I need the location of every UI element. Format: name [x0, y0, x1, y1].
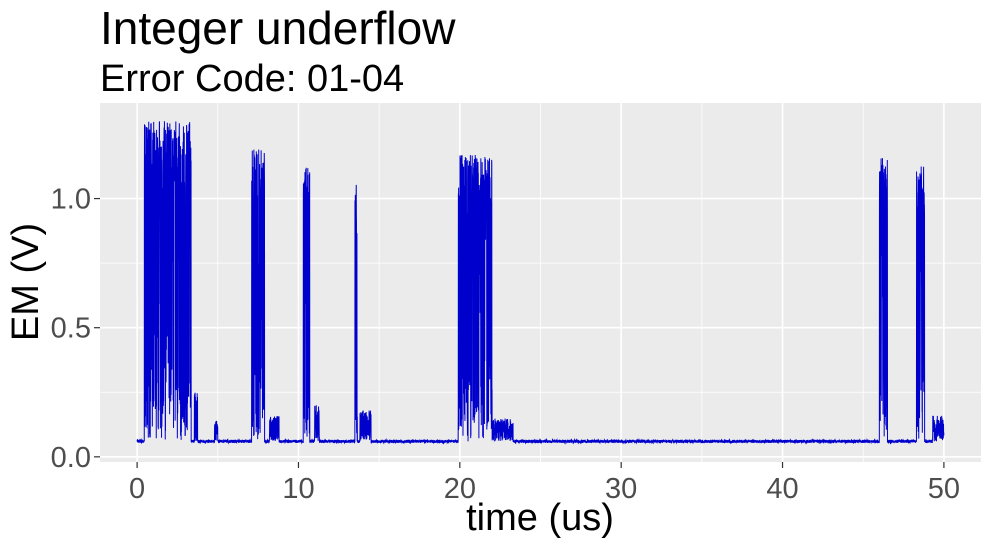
series-line [136, 121, 945, 445]
x-axis-label: time (us) [466, 497, 614, 539]
minor-gridlines [100, 103, 981, 462]
x-tick-label: 50 [928, 473, 960, 505]
y-tick-label: 1.0 [51, 184, 91, 216]
x-tick-label: 20 [444, 473, 476, 505]
chart-title: Integer underflow [100, 2, 456, 54]
x-tick-label: 30 [605, 473, 637, 505]
y-axis: 0.0 0.5 1.0 [51, 184, 100, 474]
x-tick-label: 40 [766, 473, 798, 505]
x-axis: 0 10 20 30 40 50 [129, 462, 960, 505]
chart-subtitle: Error Code: 01-04 [100, 58, 405, 100]
x-tick-label: 10 [282, 473, 314, 505]
x-tick-label: 0 [129, 473, 145, 505]
y-tick-label: 0.0 [51, 442, 91, 474]
y-axis-label: EM (V) [5, 223, 47, 341]
y-tick-label: 0.5 [51, 313, 91, 345]
